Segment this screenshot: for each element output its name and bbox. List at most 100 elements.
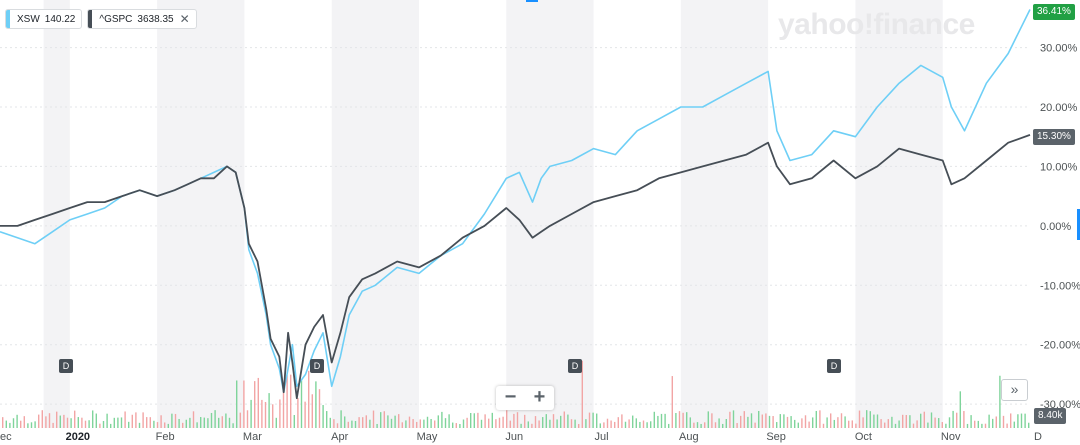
legend-value-xsw: 140.22	[44, 13, 76, 25]
volume-bar	[714, 422, 717, 428]
volume-bar	[16, 414, 18, 428]
volume-bar	[380, 412, 382, 428]
volume-bar	[520, 423, 522, 428]
volume-bar	[297, 398, 299, 428]
volume-bar	[59, 415, 61, 428]
volume-bar	[840, 413, 843, 428]
volume-bar	[264, 401, 267, 428]
volume-bar	[268, 393, 270, 428]
legend-chip-gspc[interactable]: ^GSPC 3638.35 ✕	[87, 9, 197, 29]
volume-bar	[66, 417, 69, 428]
series-line-gspc[interactable]	[0, 134, 1031, 400]
close-icon[interactable]: ✕	[179, 12, 190, 26]
zoom-out-button[interactable]: −	[504, 386, 517, 408]
zoom-controls: − +	[496, 386, 554, 410]
volume-bar	[304, 401, 306, 428]
volume-bar	[210, 412, 213, 428]
volume-bar	[441, 411, 443, 428]
volume-bar	[48, 413, 51, 428]
volume-bar	[819, 410, 821, 428]
volume-bar	[970, 415, 972, 428]
volume-bar	[902, 414, 904, 428]
volume-bar	[758, 410, 760, 428]
volume-bar	[509, 420, 511, 428]
volume-bar	[1006, 423, 1008, 428]
volume-bar	[182, 422, 184, 428]
volume-bar	[1028, 422, 1030, 428]
x-tick-label: D	[1034, 431, 1042, 443]
volume-bar	[416, 421, 418, 428]
volume-bar	[77, 417, 79, 428]
volume-bar	[858, 410, 861, 428]
volume-bar	[542, 417, 544, 428]
volume-bar	[938, 418, 940, 428]
y-tick-label: 20.00%	[1040, 102, 1078, 114]
volume-bar	[405, 420, 407, 428]
dividend-marker[interactable]: D	[59, 359, 73, 373]
volume-bar	[401, 422, 403, 428]
volume-bar	[437, 415, 439, 428]
volume-bar	[315, 381, 317, 428]
volume-bar	[599, 423, 601, 428]
volume-bar	[5, 420, 7, 428]
volume-bar	[887, 419, 889, 428]
volume-bar	[344, 416, 346, 428]
dividend-marker[interactable]: D	[568, 359, 582, 373]
volume-bar	[718, 418, 720, 428]
volume-bar	[326, 411, 328, 428]
y-axis-drag-handle[interactable]	[1077, 209, 1080, 240]
dividend-marker[interactable]: D	[310, 359, 324, 373]
volume-bar	[1020, 413, 1023, 428]
volume-bar	[149, 417, 151, 428]
volume-bar	[146, 417, 148, 428]
volume-bar	[527, 421, 529, 428]
volume-bar	[909, 415, 911, 428]
month-band	[157, 0, 245, 428]
volume-bar	[1017, 414, 1019, 428]
volume-bar	[257, 377, 259, 428]
volume-bar	[498, 417, 501, 428]
legend-name-xsw: XSW	[17, 13, 40, 25]
volume-bar	[815, 410, 817, 428]
volume-bar	[138, 422, 141, 428]
volume-bar	[167, 423, 169, 428]
volume-bar	[743, 411, 745, 428]
volume-bar	[959, 391, 961, 428]
volume-bar	[804, 415, 807, 428]
volume-bar	[617, 417, 619, 428]
volume-bar	[470, 412, 472, 428]
legend-chip-xsw[interactable]: XSW 140.22	[5, 9, 83, 29]
volume-bar	[488, 418, 490, 428]
volume-bar	[110, 423, 112, 428]
volume-bar	[322, 405, 324, 428]
top-drag-handle[interactable]	[526, 0, 538, 2]
volume-bar	[952, 410, 954, 428]
volume-bar	[74, 410, 76, 428]
volume-bar	[837, 417, 839, 428]
volume-bar	[880, 419, 882, 428]
volume-bar	[610, 420, 612, 428]
volume-bar	[848, 420, 850, 428]
volume-bar	[102, 420, 105, 428]
volume-bar	[534, 416, 537, 428]
volume-bar	[678, 411, 681, 428]
volume-bar	[750, 413, 753, 428]
x-axis-month-labels: ec 2020 Feb Mar Apr May Jun Jul Aug Sep Oct Nov D	[0, 431, 1042, 443]
volume-bar	[628, 419, 630, 428]
volume-bar	[218, 417, 220, 428]
volume-bar	[189, 417, 191, 428]
volume-bar	[700, 423, 702, 428]
volume-bar	[502, 416, 504, 428]
x-tick-label: Jul	[595, 431, 609, 443]
dividend-marker[interactable]: D	[827, 359, 841, 373]
zoom-in-button[interactable]: +	[533, 386, 546, 408]
volume-bar	[668, 423, 670, 428]
horizontal-gridlines	[0, 47, 1030, 405]
double-chevron-right-icon[interactable]: »	[1001, 379, 1028, 401]
volume-bar	[905, 414, 907, 428]
volume-bar	[999, 375, 1001, 428]
y-tick-label: 0.00%	[1040, 221, 1071, 233]
volume-bar	[207, 418, 209, 428]
volume-bar	[614, 421, 616, 428]
